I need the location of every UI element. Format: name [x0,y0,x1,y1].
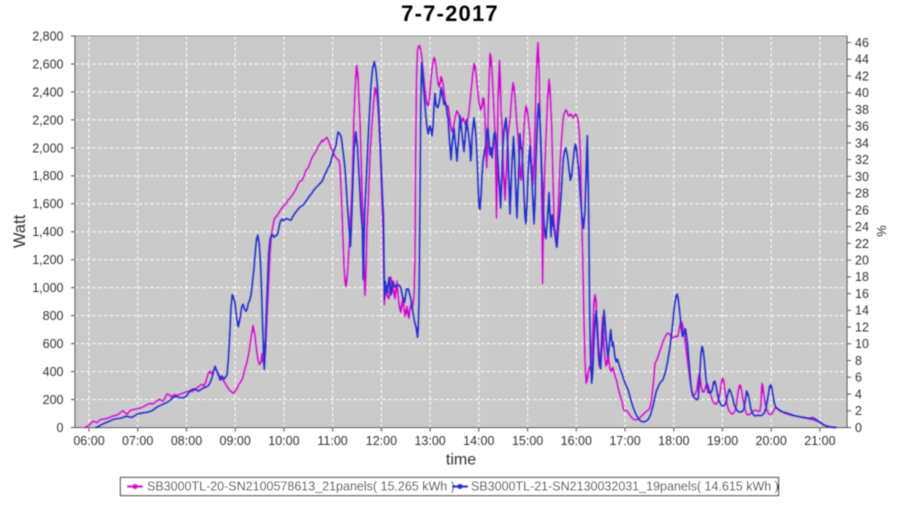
svg-text:6: 6 [855,371,862,385]
svg-text:12: 12 [855,321,869,335]
svg-text:0: 0 [57,421,64,435]
svg-text:20: 20 [855,254,869,268]
svg-text:09:00: 09:00 [220,434,251,448]
svg-text:200: 200 [43,393,64,407]
svg-text:1,400: 1,400 [32,225,63,239]
svg-text:32: 32 [855,153,869,167]
svg-text:2,600: 2,600 [32,57,63,71]
svg-text:14:00: 14:00 [463,434,494,448]
svg-text:0: 0 [855,421,862,435]
svg-text:40: 40 [855,86,869,100]
svg-text:07:00: 07:00 [122,434,153,448]
svg-text:2,200: 2,200 [32,113,63,127]
svg-text:18:00: 18:00 [658,434,689,448]
svg-text:1,600: 1,600 [32,197,63,211]
svg-text:17:00: 17:00 [609,434,640,448]
svg-text:26: 26 [855,203,869,217]
svg-text:8: 8 [855,354,862,368]
svg-text:800: 800 [43,309,64,323]
svg-text:400: 400 [43,365,64,379]
svg-text:44: 44 [855,53,869,67]
svg-text:14: 14 [855,304,869,318]
svg-text:16: 16 [855,287,869,301]
svg-text:1,000: 1,000 [32,281,63,295]
svg-text:%: % [874,225,889,237]
svg-text:20:00: 20:00 [756,434,787,448]
svg-text:2: 2 [855,404,862,418]
svg-text:46: 46 [855,36,869,50]
svg-text:30: 30 [855,170,869,184]
svg-text:1,200: 1,200 [32,253,63,267]
svg-text:2,400: 2,400 [32,85,63,99]
svg-text:12:00: 12:00 [366,434,397,448]
svg-text:36: 36 [855,120,869,134]
svg-text:28: 28 [855,187,869,201]
svg-text:SB3000TL-21-SN2130032031_19pan: SB3000TL-21-SN2130032031_19panels( 14.61… [471,480,779,494]
svg-text:13:00: 13:00 [414,434,445,448]
svg-text:19:00: 19:00 [707,434,738,448]
svg-text:34: 34 [855,136,869,150]
svg-text:10: 10 [855,337,869,351]
svg-text:1,800: 1,800 [32,169,63,183]
svg-text:10:00: 10:00 [268,434,299,448]
svg-text:21:00: 21:00 [804,434,835,448]
svg-text:42: 42 [855,69,869,83]
svg-text:24: 24 [855,220,869,234]
svg-text:11:00: 11:00 [317,434,347,448]
svg-text:2,000: 2,000 [32,141,63,155]
svg-text:22: 22 [855,237,869,251]
svg-text:time: time [446,452,476,469]
svg-text:SB3000TL-20-SN2100578613_21pan: SB3000TL-20-SN2100578613_21panels( 15.26… [147,480,455,494]
svg-text:4: 4 [855,387,862,401]
svg-text:600: 600 [43,337,64,351]
svg-text:15:00: 15:00 [512,434,543,448]
svg-text:2,800: 2,800 [32,29,63,43]
svg-text:16:00: 16:00 [561,434,592,448]
svg-text:7-7-2017: 7-7-2017 [401,1,499,26]
svg-text:Watt: Watt [11,214,29,248]
svg-text:06:00: 06:00 [73,434,104,448]
svg-text:18: 18 [855,270,869,284]
svg-text:38: 38 [855,103,869,117]
svg-text:08:00: 08:00 [171,434,202,448]
